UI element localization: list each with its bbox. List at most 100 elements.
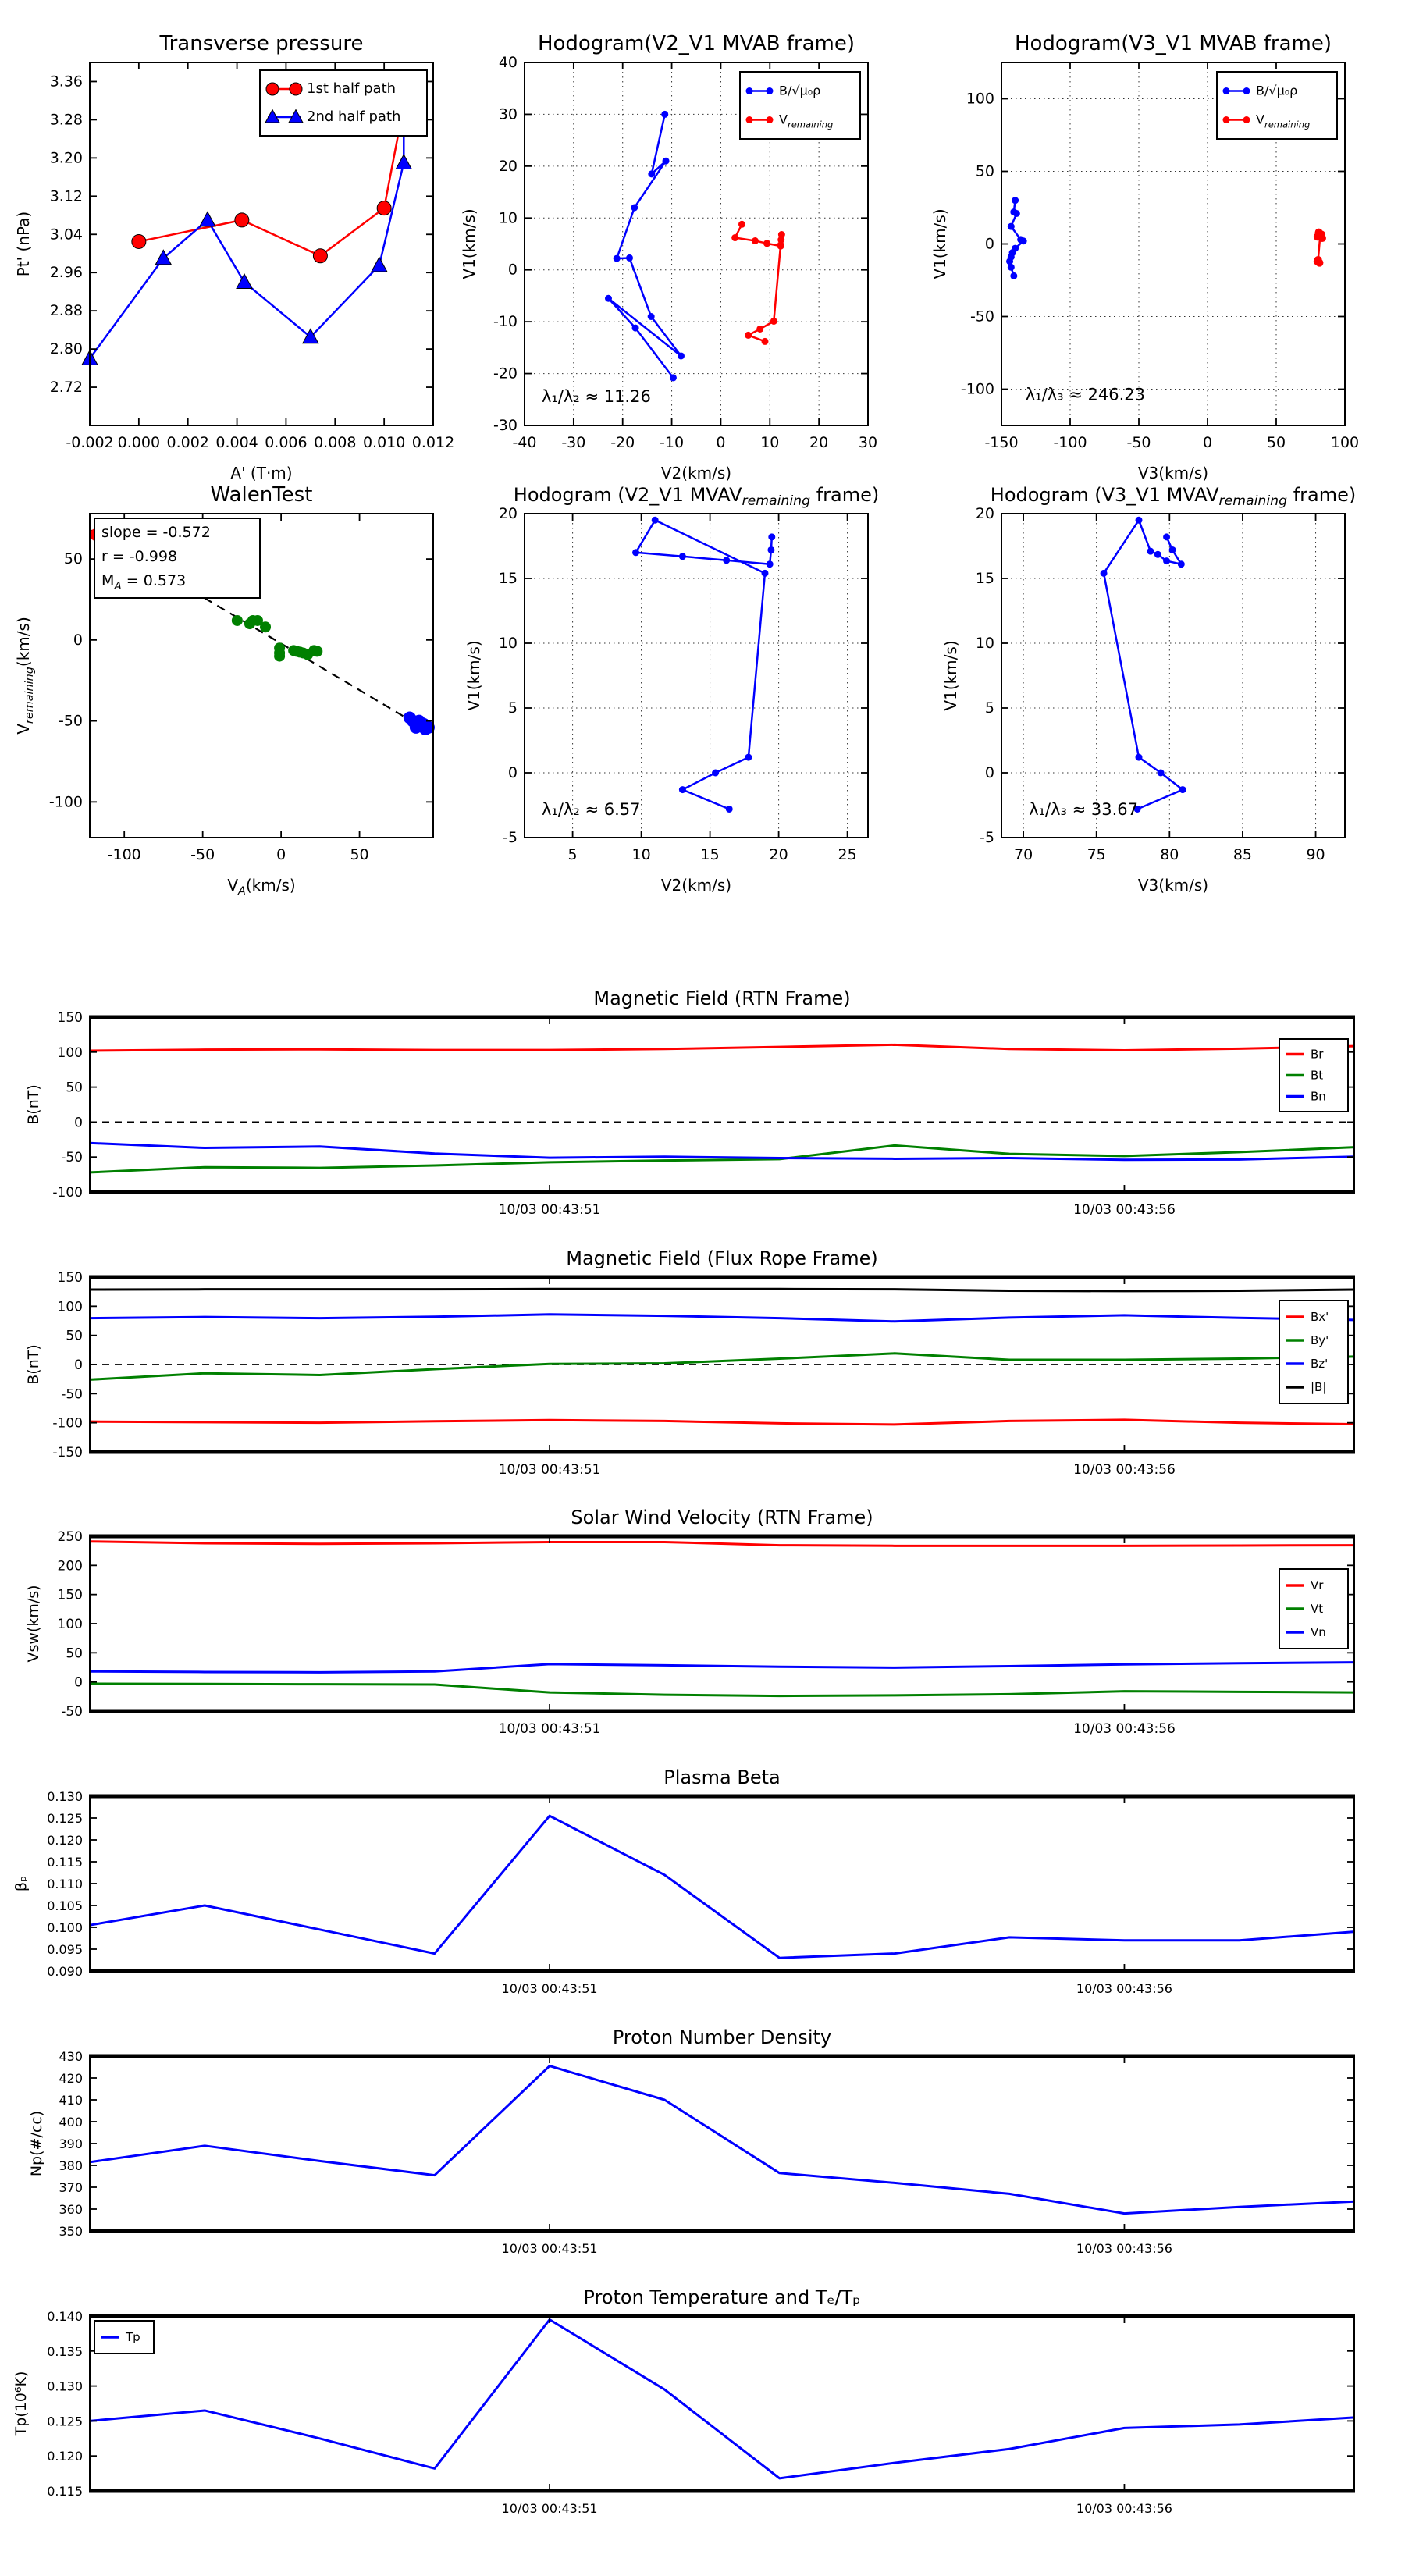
legend-box xyxy=(1279,1568,1349,1649)
panel-walen-test: -100 -50 0 50 -100 -50 0 50 WalenTest VA(km/s) Vre… xyxy=(14,483,435,898)
data-point-marker xyxy=(376,201,392,216)
y-tick-label: -5 xyxy=(980,829,994,846)
data-point-marker xyxy=(1007,263,1015,271)
x-tick-label: 10/03 00:43:56 xyxy=(1076,2501,1172,2516)
data-point-marker xyxy=(766,87,774,94)
y-axis-label: V1(km/s) xyxy=(930,208,949,279)
series-vt xyxy=(89,1682,1355,1698)
chart-title: Proton Number Density xyxy=(613,2026,831,2048)
x-tick-label: 30 xyxy=(859,434,877,451)
data-point-marker xyxy=(1133,805,1141,813)
lambda-ratio-annotation: λ₁/λ₂ ≈ 6.57 xyxy=(542,800,640,819)
y-tick-label: 150 xyxy=(58,1588,83,1603)
y-axis-label: V1(km/s) xyxy=(460,208,478,279)
y-tick-label: -30 xyxy=(493,417,518,434)
panel-solar-wind-velocity: 10/03 00:43:51 10/03 00:43:56 -50 0 50 100 150… xyxy=(25,1507,1355,1737)
y-tick-label: 0 xyxy=(74,1357,83,1373)
y-tick-label: 430 xyxy=(59,2049,83,2064)
panel-magnetic-field-rtn: 10/03 00:43:51 10/03 00:43:56 -100 -50 0 50 10… xyxy=(25,987,1355,1218)
data-point-marker xyxy=(1019,237,1027,245)
y-tick-label: 2.96 xyxy=(50,264,83,281)
chart-title: Plasma Beta xyxy=(663,1767,780,1788)
data-point-marker xyxy=(395,153,413,169)
y-tick-label: 0.135 xyxy=(47,2344,83,2359)
panel-plasma-beta: 10/03 00:43:51 10/03 00:43:56 0.090 0.095 0.… xyxy=(12,1767,1355,1996)
y-tick-label: 0.105 xyxy=(47,1898,83,1913)
series-bn xyxy=(89,1141,1355,1162)
chart-title: Hodogram(V3_V1 MVAB frame) xyxy=(1015,32,1332,55)
x-axis-label: VA(km/s) xyxy=(227,876,295,898)
x-tick-label: 20 xyxy=(770,846,788,863)
lambda-ratio-annotation: λ₁/λ₂ ≈ 11.26 xyxy=(542,387,651,406)
data-point-marker xyxy=(651,516,659,524)
data-point-marker xyxy=(631,204,638,212)
legend-label: |B| xyxy=(1311,1380,1326,1394)
y-axis-label: Vremaining(km/s) xyxy=(14,617,36,735)
y-tick-label: 0.120 xyxy=(47,2449,83,2464)
data-point-marker xyxy=(761,337,769,345)
x-tick-label: 10/03 00:43:56 xyxy=(1076,1981,1172,1996)
y-tick-label: 10 xyxy=(499,209,518,226)
y-tick-label: 0.110 xyxy=(47,1877,83,1891)
stats-line: slope = -0.572 xyxy=(101,524,211,541)
legend-label: By' xyxy=(1311,1333,1329,1347)
y-tick-label: 100 xyxy=(58,1045,83,1061)
x-tick-label: -20 xyxy=(610,434,635,451)
data-point-marker xyxy=(422,720,435,734)
x-tick-label: 90 xyxy=(1306,846,1325,863)
data-point-marker xyxy=(731,234,739,242)
x-tick-label: 10/03 00:43:51 xyxy=(502,1981,598,1996)
x-tick-label: 25 xyxy=(838,846,857,863)
y-tick-label: 0.140 xyxy=(47,2309,83,2324)
x-tick-label: 0 xyxy=(276,846,286,863)
x-tick-label: 10/03 00:43:56 xyxy=(1073,1721,1176,1737)
y-tick-label: 0.130 xyxy=(47,1789,83,1804)
axes-frame xyxy=(89,1016,1355,1193)
x-tick-label: -0.002 xyxy=(66,434,113,451)
y-axis-label: V1(km/s) xyxy=(941,640,960,710)
lambda-ratio-annotation: λ₁/λ₃ ≈ 246.23 xyxy=(1026,385,1145,404)
data-point-marker xyxy=(766,116,774,123)
x-tick-label: 0.004 xyxy=(215,434,258,451)
series-bx- xyxy=(89,1418,1355,1426)
y-tick-label: 30 xyxy=(499,105,518,123)
data-point-marker xyxy=(199,211,216,227)
axes-frame xyxy=(524,62,869,426)
x-tick-label: 10/03 00:43:51 xyxy=(502,2501,598,2516)
y-tick-label: 0 xyxy=(508,764,518,781)
legend-label: Bt xyxy=(1311,1069,1323,1083)
data-point-marker xyxy=(1179,786,1186,794)
y-tick-label: 3.36 xyxy=(50,73,83,90)
data-point-marker xyxy=(234,212,250,228)
data-point-marker xyxy=(678,352,685,360)
y-tick-label: 100 xyxy=(58,1299,83,1315)
y-tick-label: 0 xyxy=(73,632,83,649)
x-tick-label: 80 xyxy=(1160,846,1179,863)
legend: B/√μ₀ρ Vremaining xyxy=(1216,71,1338,140)
series-bz- xyxy=(89,1313,1355,1323)
data-point-marker xyxy=(289,82,303,96)
data-point-marker xyxy=(662,157,670,165)
x-tick-label: 10/03 00:43:56 xyxy=(1076,2241,1172,2256)
x-tick-label: -100 xyxy=(1053,434,1087,451)
stats-box-frame xyxy=(94,518,261,599)
x-tick-label: 10 xyxy=(632,846,651,863)
data-point-marker xyxy=(604,294,612,302)
data-point-marker xyxy=(1222,87,1230,94)
y-tick-label: 2.80 xyxy=(50,340,83,358)
data-point-marker xyxy=(1135,753,1143,761)
y-tick-label: 5 xyxy=(508,699,518,717)
x-tick-label: -10 xyxy=(660,434,684,451)
data-point-marker xyxy=(712,769,720,777)
series-by- xyxy=(89,1352,1355,1381)
x-tick-label: 70 xyxy=(1014,846,1033,863)
legend-label: Bn xyxy=(1311,1090,1326,1104)
y-tick-label: 10 xyxy=(976,635,994,652)
data-point-marker xyxy=(260,621,272,633)
axes-frame xyxy=(89,62,434,426)
legend-label: Bz' xyxy=(1311,1357,1328,1371)
legend-label: B/√μ₀ρ xyxy=(1256,84,1297,98)
y-tick-label: 0.095 xyxy=(47,1942,83,1957)
data-point-marker xyxy=(626,254,634,262)
